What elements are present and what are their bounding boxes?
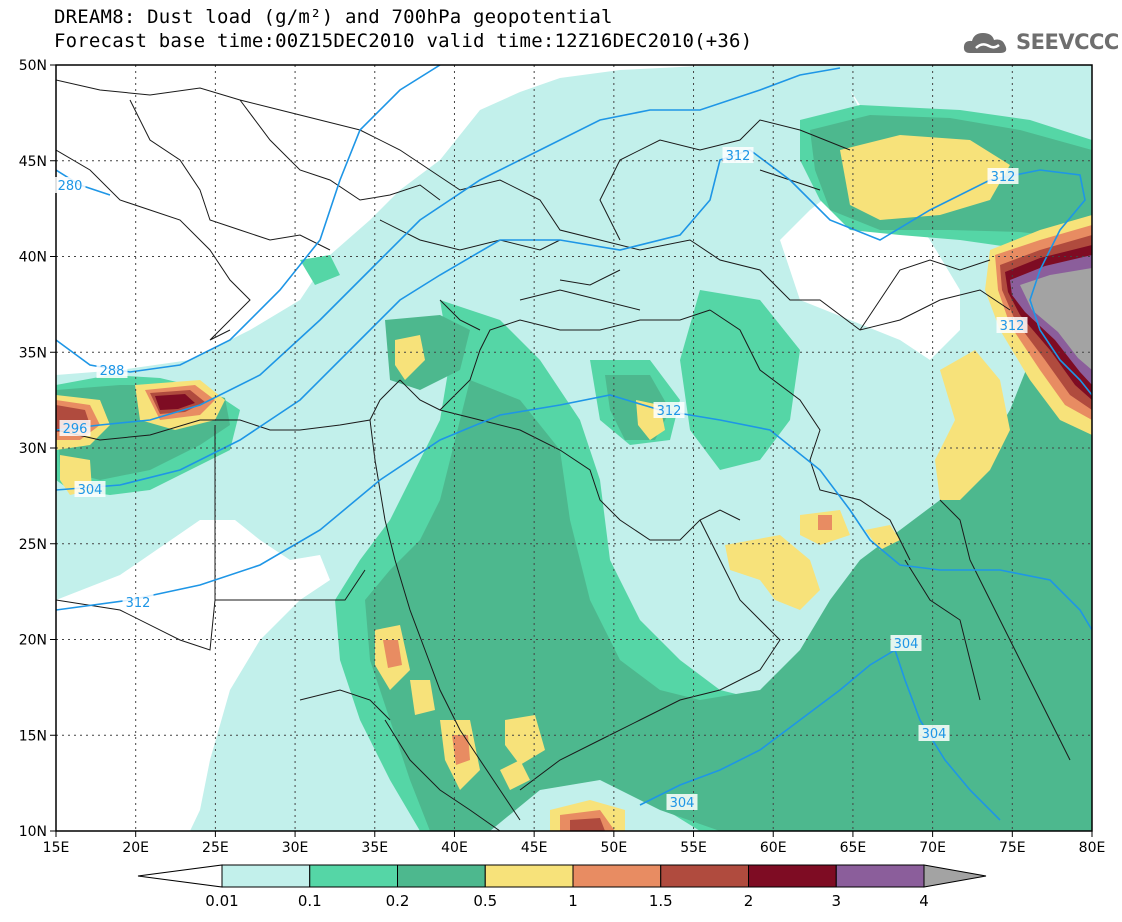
contour-label: 296 <box>63 422 88 437</box>
logo-text: SEEVCCC <box>1016 30 1119 54</box>
contour-label: 312 <box>991 170 1016 185</box>
legend-swatch <box>572 864 662 888</box>
lon-label: 55E <box>680 840 707 856</box>
legend-swatch <box>835 864 925 888</box>
legend-tick-label: 1.5 <box>649 892 673 910</box>
lon-label: 65E <box>840 840 867 856</box>
legend-tick-label: 0.2 <box>386 892 410 910</box>
contour-label: 312 <box>657 404 682 419</box>
color-legend: 0.01 0.1 0.2 0.5 1 1.5 2 3 4 <box>137 864 987 910</box>
lon-label: 60E <box>760 840 787 856</box>
lat-label: 30N <box>19 441 47 457</box>
contour-label: 304 <box>922 727 947 742</box>
lat-label: 40N <box>19 250 47 266</box>
lat-label: 35N <box>19 345 47 361</box>
contour-label: 288 <box>100 364 125 379</box>
map-title: DREAM8: Dust load (g/m²) and 700hPa geop… <box>54 6 613 28</box>
lon-label: 30E <box>282 840 309 856</box>
legend-swatch <box>660 864 749 888</box>
legend-tick-label: 0.01 <box>205 892 238 910</box>
legend-swatch <box>309 864 398 888</box>
legend-swatch <box>484 864 574 888</box>
contour-label: 312 <box>1000 319 1025 334</box>
legend-tick-label: 2 <box>744 892 754 910</box>
lon-label: 80E <box>1079 840 1106 856</box>
cloud-icon <box>963 33 1007 53</box>
lat-label: 25N <box>19 537 47 553</box>
contour-label: 312 <box>126 596 151 611</box>
lon-label: 70E <box>919 840 946 856</box>
map-axes: 15E 20E 25E 30E 35E 40E 45E 50E 55E 60E 65E 70E 75E 8… <box>19 58 1106 856</box>
contour-labels: 280 288 296 304 312 312 312 312 312 304 304 304 <box>54 147 1028 811</box>
legend-arrow-low <box>137 864 223 888</box>
legend-tick-label: 1 <box>568 892 578 910</box>
dust-layer-max <box>1020 268 1092 370</box>
legend-swatch <box>221 864 311 888</box>
contour-label: 280 <box>58 179 83 194</box>
lon-label: 15E <box>43 840 70 856</box>
lon-label: 35E <box>361 840 388 856</box>
grid-lines <box>56 65 1092 831</box>
legend-arrow-high <box>923 864 987 888</box>
legend-tick-label: 3 <box>831 892 841 910</box>
contour-label: 304 <box>894 637 919 652</box>
lat-label: 15N <box>19 728 47 744</box>
legend-tick-label: 0.1 <box>298 892 322 910</box>
lon-label: 40E <box>441 840 468 856</box>
lat-label: 45N <box>19 154 47 170</box>
legend-tick-label: 0.5 <box>473 892 497 910</box>
lon-label: 45E <box>521 840 548 856</box>
lat-label: 20N <box>19 633 47 649</box>
legend-swatch <box>748 864 837 888</box>
legend-tick-label: 4 <box>919 892 929 910</box>
lon-label: 20E <box>122 840 149 856</box>
geopotential-contours <box>56 65 1092 821</box>
contour-label: 304 <box>78 483 103 498</box>
contour-label: 304 <box>670 796 695 811</box>
dust-layer-0_5 <box>840 135 1010 220</box>
dust-layer-0_2 <box>365 320 1092 831</box>
seevccc-logo: SEEVCCC <box>962 28 1119 56</box>
lat-label: 50N <box>19 58 47 74</box>
lon-label: 50E <box>601 840 628 856</box>
lon-label: 25E <box>202 840 229 856</box>
lat-label: 10N <box>19 824 47 840</box>
contour-label: 312 <box>726 149 751 164</box>
legend-swatch <box>397 864 486 888</box>
map-subtitle: Forecast base time:00Z15DEC2010 valid ti… <box>54 30 753 52</box>
lon-label: 75E <box>999 840 1026 856</box>
